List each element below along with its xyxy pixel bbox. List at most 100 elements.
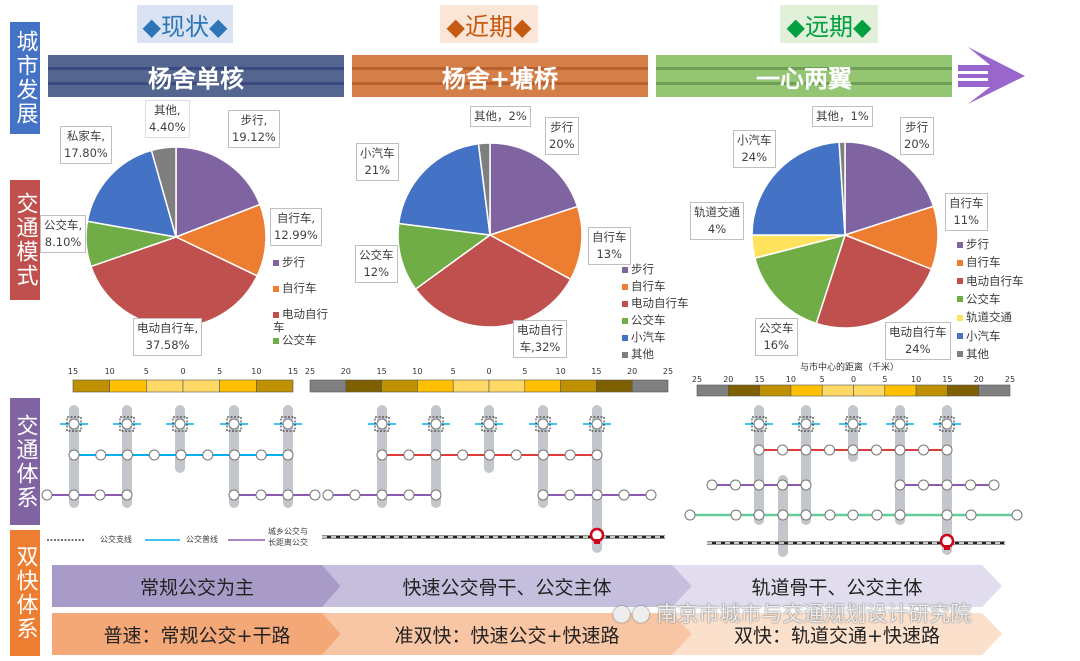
distance-band <box>452 379 490 393</box>
distance-band <box>821 384 854 397</box>
banner-near-text: 杨舍+塘桥 <box>441 64 559 93</box>
station <box>941 509 953 521</box>
station <box>376 449 388 461</box>
distance-tick: 25 <box>1004 375 1016 384</box>
pie-data-label: 电动自行 车,32% <box>513 320 567 358</box>
pie-legend-item: 步行 <box>622 262 654 276</box>
station <box>894 444 906 456</box>
pie-slice-2-4 <box>397 222 492 291</box>
station <box>941 479 953 491</box>
pie-data-label: 小汽车 21% <box>356 143 399 181</box>
legend-label: 自行车 <box>966 255 1001 270</box>
legend-swatch <box>957 333 963 339</box>
pie-data-label: 自行车, 12.99% <box>270 208 322 246</box>
station <box>403 449 415 461</box>
distance-tick: 5 <box>819 375 825 384</box>
station <box>730 509 742 521</box>
pie-legend-item: 步行 <box>957 237 989 251</box>
distance-tick: 0 <box>486 367 492 376</box>
distance-tick: 5 <box>143 367 149 376</box>
distance-tick: 15 <box>754 375 765 384</box>
station <box>800 444 812 456</box>
distance-band <box>417 379 454 393</box>
station <box>824 444 835 456</box>
pie-data-label: 自行车 13% <box>588 227 631 265</box>
station <box>894 479 906 491</box>
station <box>847 444 859 456</box>
hub-box <box>119 416 135 432</box>
distance-tick: 5 <box>522 367 528 376</box>
distance-band <box>182 379 220 393</box>
pie-legend-item: 其他 <box>957 347 989 361</box>
station <box>122 449 133 461</box>
station <box>430 489 442 501</box>
banner-current: 杨舍单核 <box>48 55 344 97</box>
pie-legend-item: 自行车 <box>622 279 666 293</box>
legend-swatch <box>622 334 628 341</box>
legend-swatch <box>957 296 963 303</box>
legend-swatch <box>957 278 963 285</box>
distance-band <box>947 384 980 397</box>
side-label-city: 城市发展 <box>10 22 40 134</box>
distance-band <box>524 379 561 393</box>
pie-slice-2-5 <box>397 142 491 236</box>
legend-swatch <box>957 259 963 266</box>
station <box>918 444 929 456</box>
station <box>753 479 765 491</box>
banner-near: 杨舍+塘桥 <box>352 55 648 97</box>
station <box>282 449 294 461</box>
distance-tick: 20 <box>627 367 638 376</box>
station <box>800 479 812 491</box>
railway-station-icon-base <box>944 545 950 550</box>
station <box>376 418 388 430</box>
legend-swatch <box>957 351 963 358</box>
distance-scale-title: 与市中心的距离（千米） <box>800 363 900 373</box>
station <box>68 449 80 461</box>
speed-system-far: 双快：轨道交通+快速路 <box>672 613 1002 655</box>
legend-label: 步行 <box>966 237 989 251</box>
distance-tick: 15 <box>591 367 602 376</box>
speed-system-near: 准双快：快速公交+快速路 <box>322 613 692 655</box>
legend-swatch <box>957 314 963 321</box>
pie-data-label: 公交车 12% <box>355 245 398 283</box>
distance-band <box>759 384 792 397</box>
station <box>282 489 294 501</box>
station <box>965 479 976 491</box>
hub-box <box>535 416 551 432</box>
legend-label: 公交车 <box>631 313 666 327</box>
pie-slice-1-1 <box>175 146 261 239</box>
station <box>403 489 415 501</box>
station <box>645 489 657 501</box>
pie-legend-item: 电动自行 车 <box>273 308 328 334</box>
distance-tick: 5 <box>217 367 223 376</box>
pie-legend-item: 自行车 <box>957 255 1001 269</box>
bus-system-near-text: 快速公交骨干、公交主体 <box>402 576 612 599</box>
station <box>777 444 788 456</box>
legend-branch: 公交支线 <box>100 535 132 544</box>
legend-swatch <box>957 241 963 248</box>
station <box>430 449 442 461</box>
legend-rural: 城乡公交与 长距离公交 <box>268 527 308 547</box>
legend-swatch <box>622 351 628 358</box>
hub-box <box>280 416 296 432</box>
hub-box <box>66 416 82 432</box>
pie-slice-3-3 <box>815 234 933 329</box>
distance-tick: 25 <box>304 367 316 376</box>
pie-data-label: 电动自行车, 37.58% <box>133 318 203 356</box>
legend-label: 步行 <box>282 255 305 269</box>
pie-data-label: 步行 20% <box>900 117 934 155</box>
legend-label: 电动自行车 <box>631 296 689 310</box>
pie-data-label: 公交车 16% <box>755 318 798 356</box>
station <box>175 449 187 461</box>
station <box>753 444 765 456</box>
distance-tick: 25 <box>662 367 674 376</box>
distance-band <box>381 379 418 393</box>
distance-band <box>790 384 823 397</box>
legend-label: 自行车 <box>282 281 317 295</box>
pie-data-label: 公交车, 8.10% <box>40 215 87 253</box>
distance-band <box>72 379 110 393</box>
station <box>894 509 906 521</box>
legend-swatch <box>622 300 628 307</box>
pie-legend-item: 自行车 <box>273 282 317 295</box>
